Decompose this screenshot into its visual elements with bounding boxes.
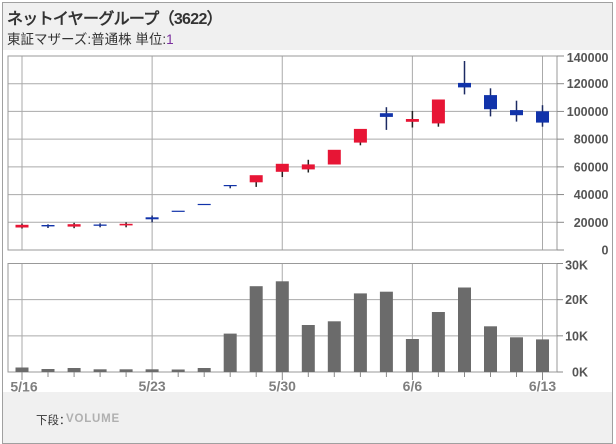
svg-text:6/6: 6/6 [403,378,423,394]
svg-text:20000: 20000 [574,216,609,230]
svg-text:40000: 40000 [574,188,609,202]
svg-text:80000: 80000 [574,133,609,147]
svg-text:60000: 60000 [574,160,609,174]
svg-text:100000: 100000 [567,105,609,119]
svg-text:5/23: 5/23 [138,378,165,394]
svg-text:120000: 120000 [567,77,609,91]
svg-text:20K: 20K [565,293,588,307]
svg-text:140000: 140000 [567,51,609,65]
svg-text:10K: 10K [565,329,588,343]
svg-text:6/13: 6/13 [529,378,556,394]
svg-text:5/16: 5/16 [10,379,37,395]
svg-text:5/30: 5/30 [269,378,296,394]
svg-text:0K: 0K [572,366,588,380]
svg-text:30K: 30K [565,259,588,273]
svg-text:0: 0 [602,244,609,258]
